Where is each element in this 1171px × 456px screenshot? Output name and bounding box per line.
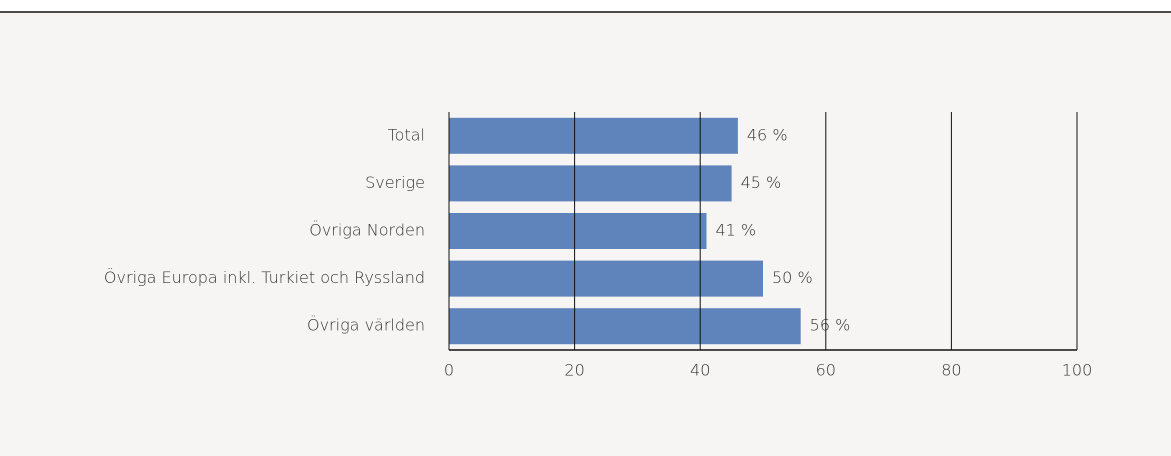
bar bbox=[449, 213, 707, 249]
category-label: Övriga Norden bbox=[309, 221, 425, 240]
value-label: 41 % bbox=[715, 221, 756, 240]
x-tick-label: 80 bbox=[941, 361, 961, 380]
category-label: Total bbox=[388, 125, 425, 144]
bar bbox=[449, 165, 732, 202]
value-label: 50 % bbox=[772, 268, 813, 287]
x-tick-label: 60 bbox=[816, 361, 836, 380]
category-label: Sverige bbox=[365, 173, 425, 192]
bar bbox=[449, 308, 801, 345]
bar bbox=[449, 260, 763, 297]
x-tick-label: 20 bbox=[564, 361, 584, 380]
value-label: 45 % bbox=[741, 173, 782, 192]
x-tick-label: 40 bbox=[690, 361, 710, 380]
bar bbox=[449, 117, 738, 154]
category-label: Övriga världen bbox=[307, 316, 425, 335]
x-tick-label: 100 bbox=[1062, 361, 1093, 380]
x-tick-label: 0 bbox=[444, 361, 454, 380]
value-label: 56 % bbox=[810, 316, 851, 335]
category-label: Övriga Europa inkl. Turkiet och Ryssland bbox=[104, 268, 425, 287]
value-label: 46 % bbox=[747, 125, 788, 144]
